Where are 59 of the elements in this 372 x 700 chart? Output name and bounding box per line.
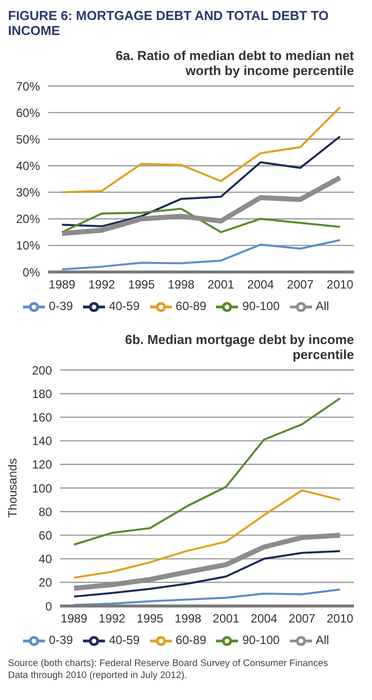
legend-label: 0-39 — [48, 299, 73, 314]
y-tick-label: 180 — [32, 386, 52, 401]
y-tick-label: 20% — [16, 212, 40, 226]
line-series — [73, 397, 341, 546]
x-tick-label: 1995 — [128, 278, 156, 292]
y-tick-label: 40% — [16, 158, 40, 173]
y-tick-label: 0 — [45, 599, 52, 614]
legend-label: 0-39 — [48, 633, 73, 648]
y-tick-label: 60% — [16, 106, 40, 120]
y-tick-label: 20 — [38, 576, 52, 590]
line-series — [61, 106, 341, 194]
legend-label: 40-59 — [108, 633, 140, 648]
legend-label: 90-100 — [242, 299, 280, 314]
legend-label: All — [316, 299, 330, 314]
y-tick-label: 100 — [32, 481, 52, 496]
line-series — [73, 550, 341, 598]
x-tick-label: 2001 — [208, 278, 235, 292]
y-tick-label: 80 — [38, 504, 52, 519]
x-tick-label: 2007 — [286, 278, 314, 292]
y-tick-label: 200 — [32, 363, 52, 378]
y-tick-label: 140 — [32, 434, 52, 448]
line-series — [73, 489, 341, 579]
legend-label: All — [316, 633, 330, 648]
line-series — [61, 208, 341, 234]
x-tick-label: 1995 — [136, 612, 164, 626]
x-tick-label: 1998 — [174, 612, 202, 626]
y-tick-label: 10% — [16, 238, 40, 253]
y-tick-label: 50% — [16, 132, 40, 146]
line-series — [61, 135, 341, 228]
chart-title: 6b. Median mortgage debt by income percentile — [124, 332, 355, 362]
y-tick-label: 40 — [38, 552, 52, 566]
chart-title: FIGURE 6: MORTGAGE DEBT AND TOTAL DEBT TO INCOME — [8, 8, 330, 38]
line-series — [61, 239, 341, 270]
text: Data through 2010 (reported in July 2012). — [8, 670, 188, 681]
x-tick-label: 2010 — [326, 612, 354, 626]
y-tick-label: 60 — [38, 528, 52, 542]
x-tick-label: 1989 — [60, 612, 88, 626]
chart-subtitle: 6a. Ratio of median debt to median net worth by income percentile — [114, 48, 355, 78]
x-tick-label: 1992 — [98, 612, 126, 626]
line-series — [73, 588, 341, 606]
x-tick-label: 2004 — [250, 612, 278, 626]
legend-label: 40-59 — [108, 299, 140, 314]
y-tick-label: 160 — [32, 410, 52, 424]
x-tick-label: 1989 — [48, 278, 76, 292]
source-note: Source (both charts): Federal Reserve Board Survey of Consumer Finances — [8, 658, 329, 669]
x-tick-label: 2007 — [288, 612, 316, 626]
y-tick-label: 30% — [16, 186, 40, 200]
y-axis-title: Thousands — [5, 458, 20, 518]
y-tick-label: 70% — [16, 79, 40, 94]
y-tick-label: 0% — [22, 265, 40, 280]
x-tick-label: 1992 — [88, 278, 116, 292]
x-tick-label: 2001 — [212, 612, 240, 626]
y-tick-label: 120 — [32, 458, 52, 472]
x-tick-label: 1998 — [168, 278, 195, 292]
legend-label: 60-89 — [176, 633, 206, 648]
legend-label: 90-100 — [242, 633, 280, 648]
x-tick-label: 2010 — [326, 278, 354, 292]
x-tick-label: 2004 — [247, 278, 274, 292]
legend-label: 60-89 — [176, 299, 206, 314]
